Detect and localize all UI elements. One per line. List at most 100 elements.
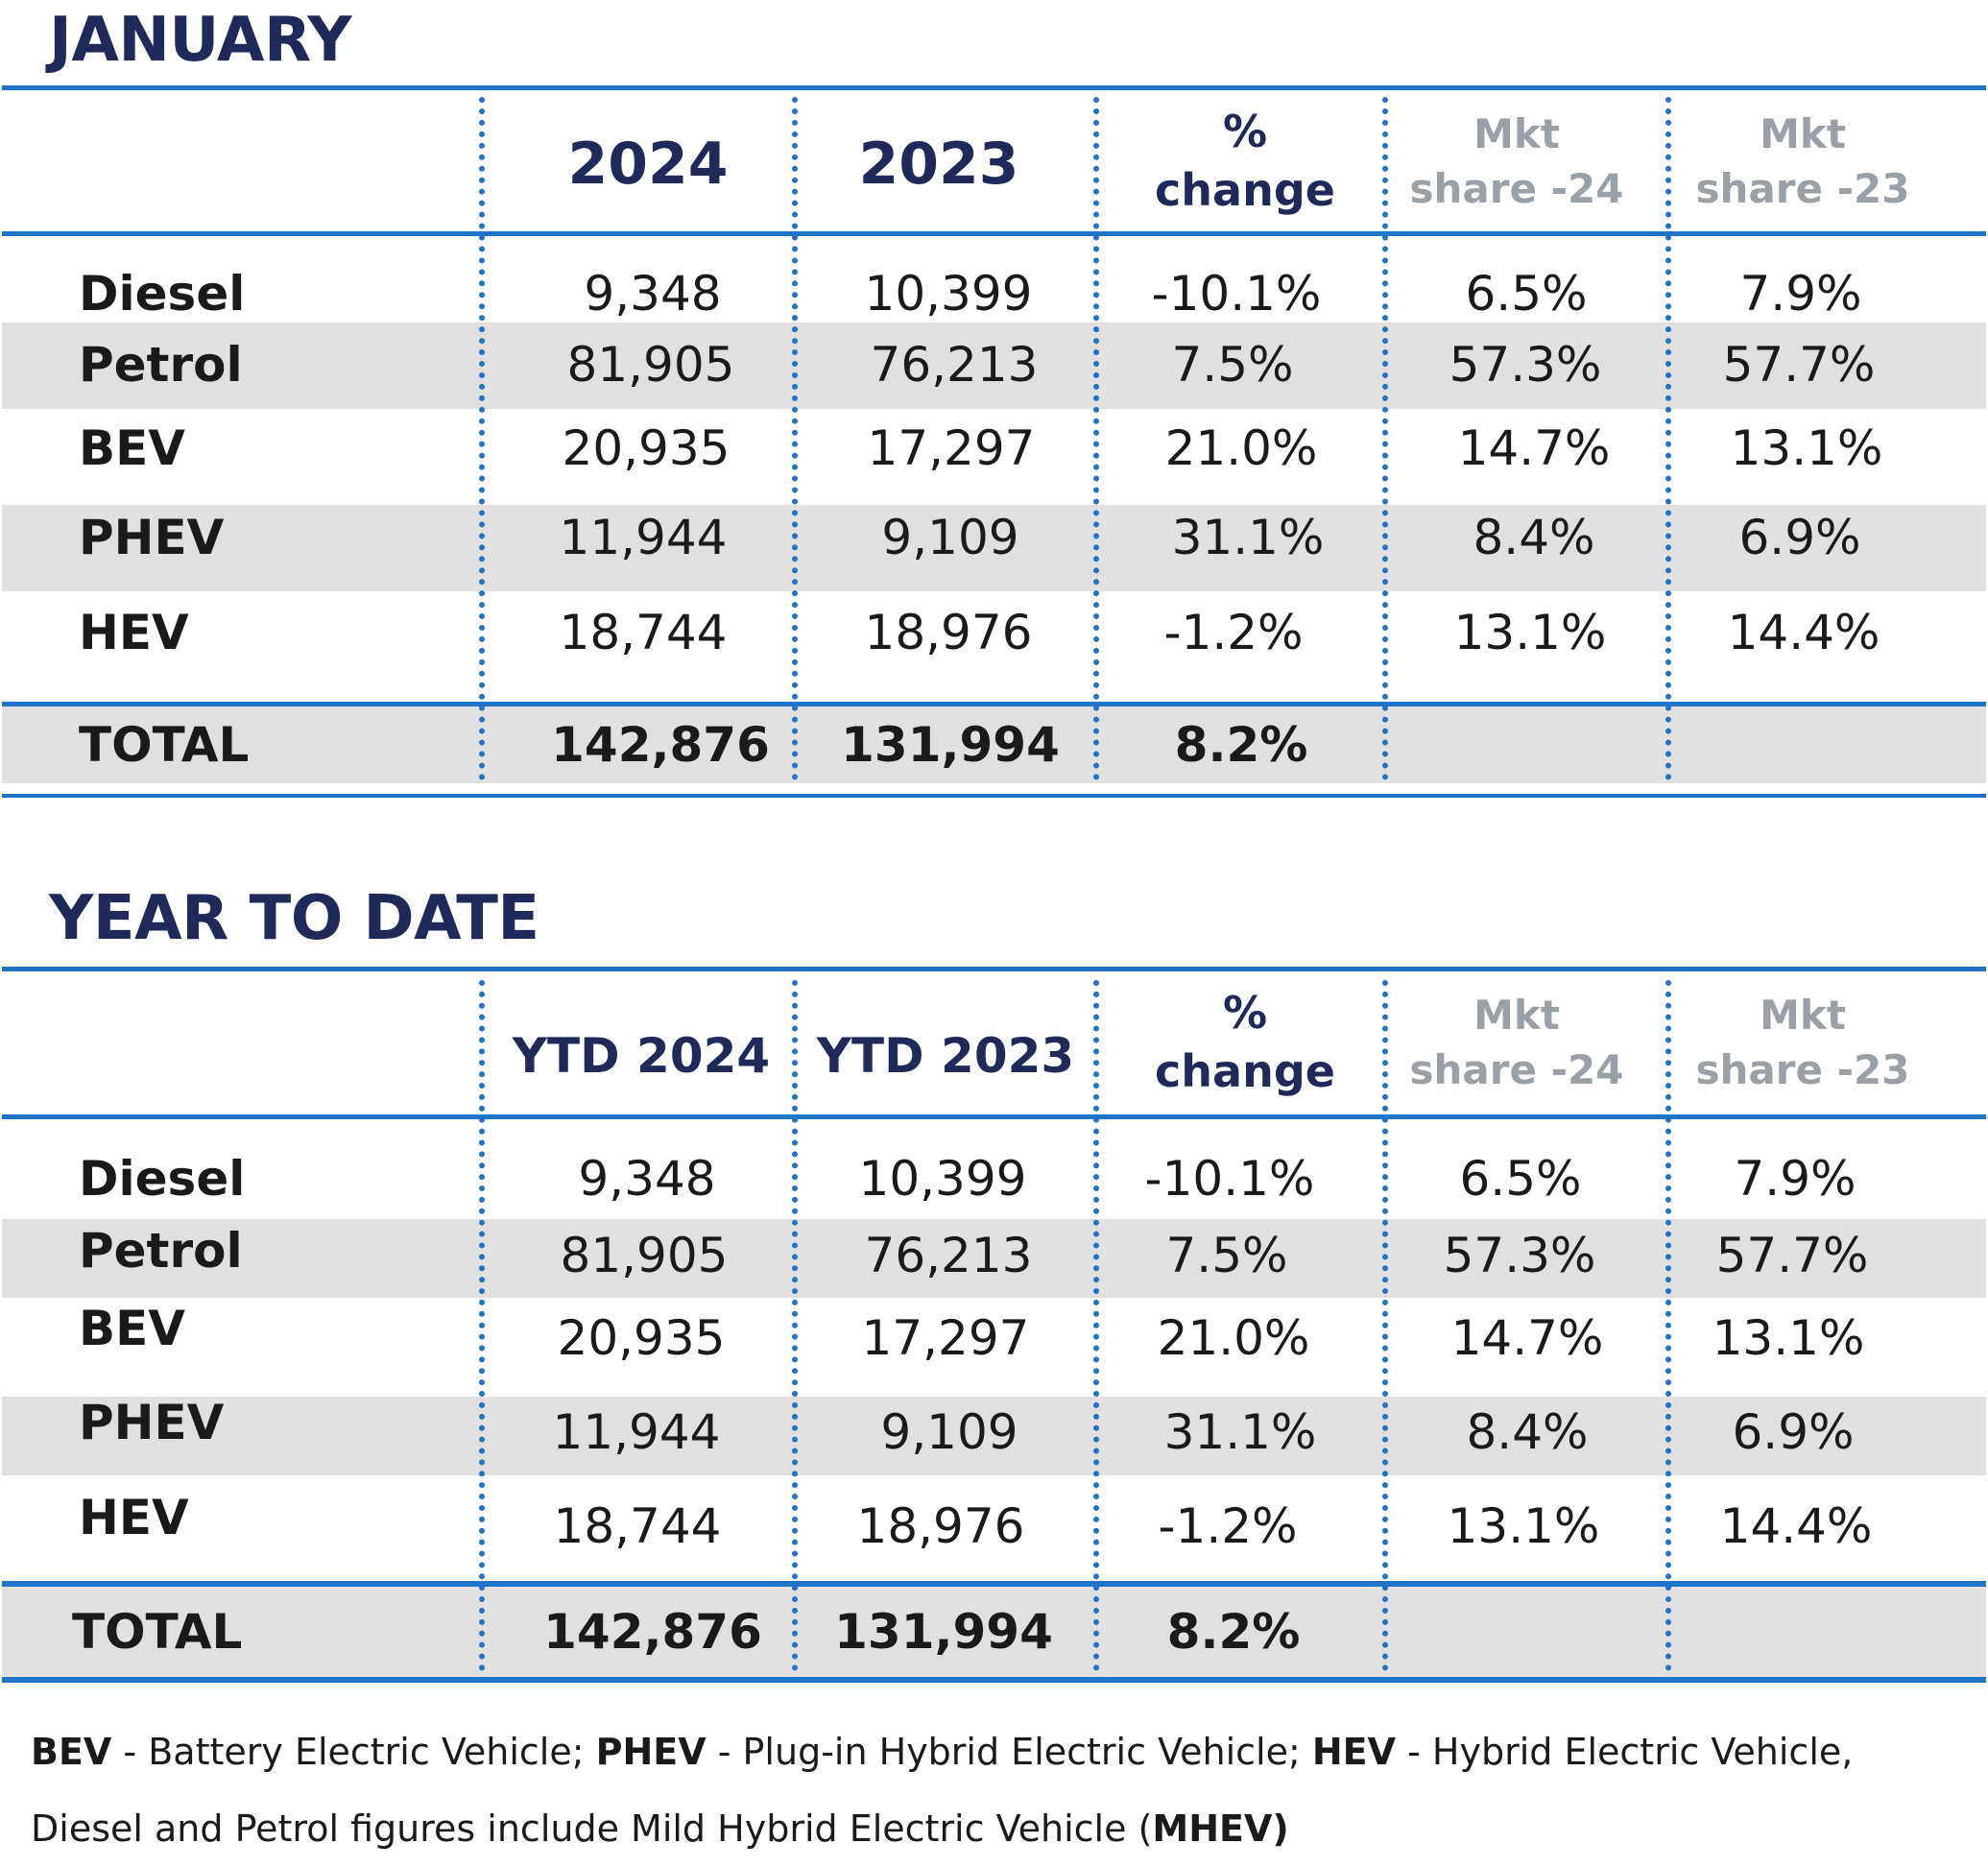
header-mkt24-line2: share -24 bbox=[1409, 165, 1624, 213]
footnote-mhev-abbr: MHEV) bbox=[1152, 1807, 1289, 1850]
row-band-petrol bbox=[2, 323, 1986, 409]
column-divider bbox=[1665, 980, 1671, 1671]
cell-pct-change: -10.1% bbox=[1144, 1151, 1315, 1207]
cell-mkt-share-24: 13.1% bbox=[1453, 605, 1607, 660]
cell-mkt-share-23: 6.9% bbox=[1738, 510, 1861, 565]
table-bottom-rule bbox=[2, 1677, 1986, 1683]
header-pct-line1: % bbox=[1222, 987, 1268, 1039]
column-divider bbox=[792, 97, 798, 780]
row-label: Diesel bbox=[79, 266, 246, 322]
row-label: Diesel bbox=[79, 1151, 246, 1207]
cell-mkt-share-24: 13.1% bbox=[1447, 1498, 1600, 1554]
total-2023: 131,994 bbox=[834, 1604, 1053, 1660]
column-divider bbox=[792, 980, 798, 1671]
header-bottom-rule bbox=[2, 231, 1986, 236]
column-divider bbox=[1093, 97, 1099, 780]
cell-mkt-share-23: 14.4% bbox=[1727, 605, 1880, 660]
header-mkt24-line1: Mkt bbox=[1473, 992, 1560, 1039]
cell-pct-change: -1.2% bbox=[1163, 605, 1304, 660]
cell-2024: 11,944 bbox=[559, 510, 728, 565]
footnote-bev-abbr: BEV bbox=[31, 1731, 112, 1773]
column-divider bbox=[479, 980, 485, 1671]
cell-mkt-share-24: 57.3% bbox=[1449, 337, 1602, 393]
cell-pct-change: -10.1% bbox=[1151, 266, 1322, 322]
header-ytd-2024: YTD 2024 bbox=[512, 1028, 771, 1084]
cell-mkt-share-23: 7.9% bbox=[1734, 1151, 1856, 1207]
column-divider bbox=[479, 97, 485, 780]
cell-mkt-share-23: 57.7% bbox=[1715, 1228, 1869, 1283]
header-pct-change: % change bbox=[1155, 103, 1335, 219]
header-pct-line1: % bbox=[1222, 106, 1268, 157]
footnote: BEV - Battery Electric Vehicle; PHEV - P… bbox=[31, 1713, 1960, 1867]
row-band-phev bbox=[2, 1397, 1986, 1475]
footnote-line2: Diesel and Petrol figures include Mild H… bbox=[31, 1807, 1153, 1850]
header-mkt-share-23: Mkt share -23 bbox=[1696, 988, 1910, 1097]
row-label: PHEV bbox=[79, 510, 225, 565]
cell-2024: 20,935 bbox=[562, 420, 731, 476]
column-divider bbox=[1093, 980, 1099, 1671]
header-mkt23-line2: share -23 bbox=[1695, 165, 1910, 213]
header-mkt24-line1: Mkt bbox=[1473, 110, 1560, 157]
row-label: Petrol bbox=[79, 1223, 243, 1279]
total-2023: 131,994 bbox=[841, 717, 1060, 773]
cell-2024: 11,944 bbox=[552, 1404, 721, 1460]
cell-mkt-share-23: 13.1% bbox=[1712, 1310, 1865, 1366]
cell-mkt-share-24: 8.4% bbox=[1466, 1404, 1589, 1460]
row-label: BEV bbox=[79, 1301, 185, 1356]
total-top-rule bbox=[2, 1581, 1986, 1587]
cell-pct-change: 7.5% bbox=[1165, 1228, 1288, 1283]
footnote-hev-text: - Hybrid Electric Vehicle, bbox=[1396, 1731, 1854, 1773]
cell-2023: 76,213 bbox=[864, 1228, 1033, 1283]
cell-pct-change: 21.0% bbox=[1157, 1310, 1310, 1366]
header-2024: 2024 bbox=[567, 131, 729, 198]
table-top-rule bbox=[2, 967, 1986, 971]
row-band-total bbox=[2, 1586, 1986, 1677]
table-bottom-rule bbox=[2, 794, 1986, 798]
cell-mkt-share-24: 57.3% bbox=[1443, 1228, 1596, 1283]
cell-mkt-share-23: 57.7% bbox=[1722, 337, 1876, 393]
cell-mkt-share-23: 14.4% bbox=[1719, 1498, 1873, 1554]
header-pct-line2: change bbox=[1155, 1044, 1335, 1097]
total-label: TOTAL bbox=[72, 1604, 243, 1660]
header-mkt23-line1: Mkt bbox=[1760, 992, 1846, 1039]
cell-mkt-share-23: 6.9% bbox=[1732, 1404, 1855, 1460]
column-divider bbox=[1665, 97, 1671, 780]
cell-mkt-share-24: 8.4% bbox=[1473, 510, 1595, 565]
row-band-phev bbox=[2, 505, 1986, 591]
cell-2024: 9,348 bbox=[578, 1151, 716, 1207]
section-title-january: JANUARY bbox=[49, 5, 352, 76]
total-pct-change: 8.2% bbox=[1166, 1604, 1301, 1660]
cell-mkt-share-24: 14.7% bbox=[1450, 1310, 1604, 1366]
cell-pct-change: 7.5% bbox=[1171, 337, 1294, 393]
row-label: HEV bbox=[79, 605, 189, 660]
header-bottom-rule bbox=[2, 1114, 1986, 1119]
header-mkt-share-24: Mkt share -24 bbox=[1410, 107, 1624, 216]
footnote-bev-text: - Battery Electric Vehicle; bbox=[111, 1731, 596, 1773]
column-divider bbox=[1382, 980, 1388, 1671]
total-2024: 142,876 bbox=[551, 717, 770, 773]
total-pct-change: 8.2% bbox=[1174, 717, 1308, 773]
cell-2023: 10,399 bbox=[864, 266, 1033, 322]
row-label: HEV bbox=[79, 1490, 189, 1545]
footnote-phev-abbr: PHEV bbox=[595, 1731, 707, 1773]
header-pct-change: % change bbox=[1155, 984, 1335, 1100]
total-2024: 142,876 bbox=[543, 1604, 762, 1660]
header-pct-line2: change bbox=[1155, 163, 1335, 216]
cell-mkt-share-24: 6.5% bbox=[1459, 1151, 1582, 1207]
row-band-petrol bbox=[2, 1219, 1986, 1298]
column-divider bbox=[1382, 97, 1388, 780]
row-label: PHEV bbox=[79, 1395, 225, 1450]
cell-2023: 17,297 bbox=[861, 1310, 1030, 1366]
cell-2023: 76,213 bbox=[870, 337, 1039, 393]
cell-pct-change: -1.2% bbox=[1158, 1498, 1298, 1554]
cell-mkt-share-24: 6.5% bbox=[1465, 266, 1588, 322]
header-mkt23-line1: Mkt bbox=[1760, 110, 1846, 157]
cell-2024: 81,905 bbox=[560, 1228, 729, 1283]
cell-2023: 9,109 bbox=[880, 1404, 1018, 1460]
header-2023: 2023 bbox=[858, 131, 1019, 198]
header-ytd-2023: YTD 2023 bbox=[816, 1028, 1075, 1084]
cell-pct-change: 31.1% bbox=[1171, 510, 1325, 565]
total-top-rule bbox=[2, 702, 1986, 706]
cell-mkt-share-23: 13.1% bbox=[1730, 420, 1883, 476]
row-band-total bbox=[2, 706, 1986, 783]
